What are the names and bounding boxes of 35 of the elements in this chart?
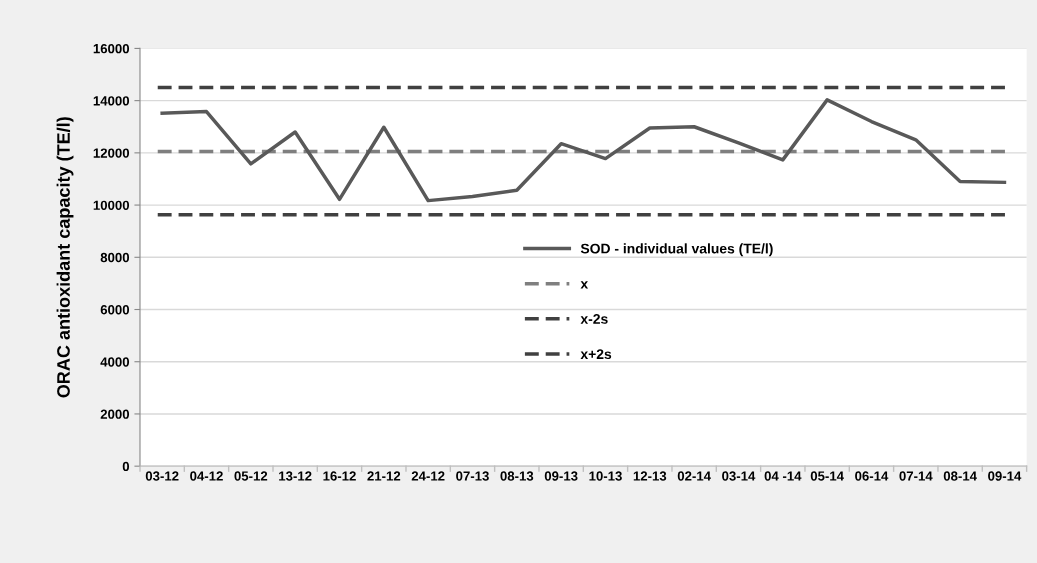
- x-tick-label: 04-12: [190, 471, 223, 481]
- y-tick-label: 16000: [93, 43, 130, 54]
- x-tick-label: 02-14: [677, 471, 711, 481]
- line-series: [160, 98, 1007, 203]
- y-tick-label: 10000: [93, 200, 130, 210]
- x-tick-label: 21-12: [367, 471, 401, 481]
- x-tick-label: 07-14: [899, 471, 933, 481]
- legend-label: x-2s: [580, 314, 608, 324]
- x-tick-label: 06-14: [855, 471, 889, 481]
- x-tick-label: 03-12: [145, 471, 179, 481]
- y-tick-label: 2000: [100, 409, 130, 419]
- y-tick-label: 0: [122, 461, 130, 472]
- x-tick-label: 24-12: [411, 471, 445, 481]
- x-tick-label: 03-14: [722, 471, 756, 481]
- x-tick-label: 07-13: [456, 471, 489, 481]
- x-tick-label: 16-12: [323, 471, 356, 481]
- x-tick-label: 08-14: [943, 471, 977, 481]
- x-tick-label: 12-13: [633, 471, 667, 481]
- y-tick-label: 12000: [93, 148, 130, 158]
- y-tick-label: 14000: [93, 96, 130, 106]
- y-tick-label: 6000: [100, 305, 130, 315]
- legend-label: SOD - individual values (TE/l): [580, 243, 773, 257]
- x-tick-label: 09-14: [988, 471, 1022, 481]
- x-tick-label: 10-13: [589, 471, 622, 481]
- y-tick-label: 4000: [100, 357, 130, 367]
- x-tick-label: 05-12: [234, 471, 268, 481]
- y-tick-label: 8000: [100, 252, 130, 263]
- x-tick-label: 09-13: [544, 471, 578, 481]
- x-tick-label: 08-13: [500, 471, 534, 481]
- y-axis-title: ORAC antioxidant capacity (TE/l): [56, 117, 74, 398]
- legend-label: x+2s: [580, 349, 612, 360]
- legend-label: x: [580, 281, 589, 289]
- x-tick-label: 13-12: [279, 471, 312, 481]
- x-tick-label: 04 -14: [764, 471, 802, 481]
- x-tick-label: 05-14: [810, 471, 844, 481]
